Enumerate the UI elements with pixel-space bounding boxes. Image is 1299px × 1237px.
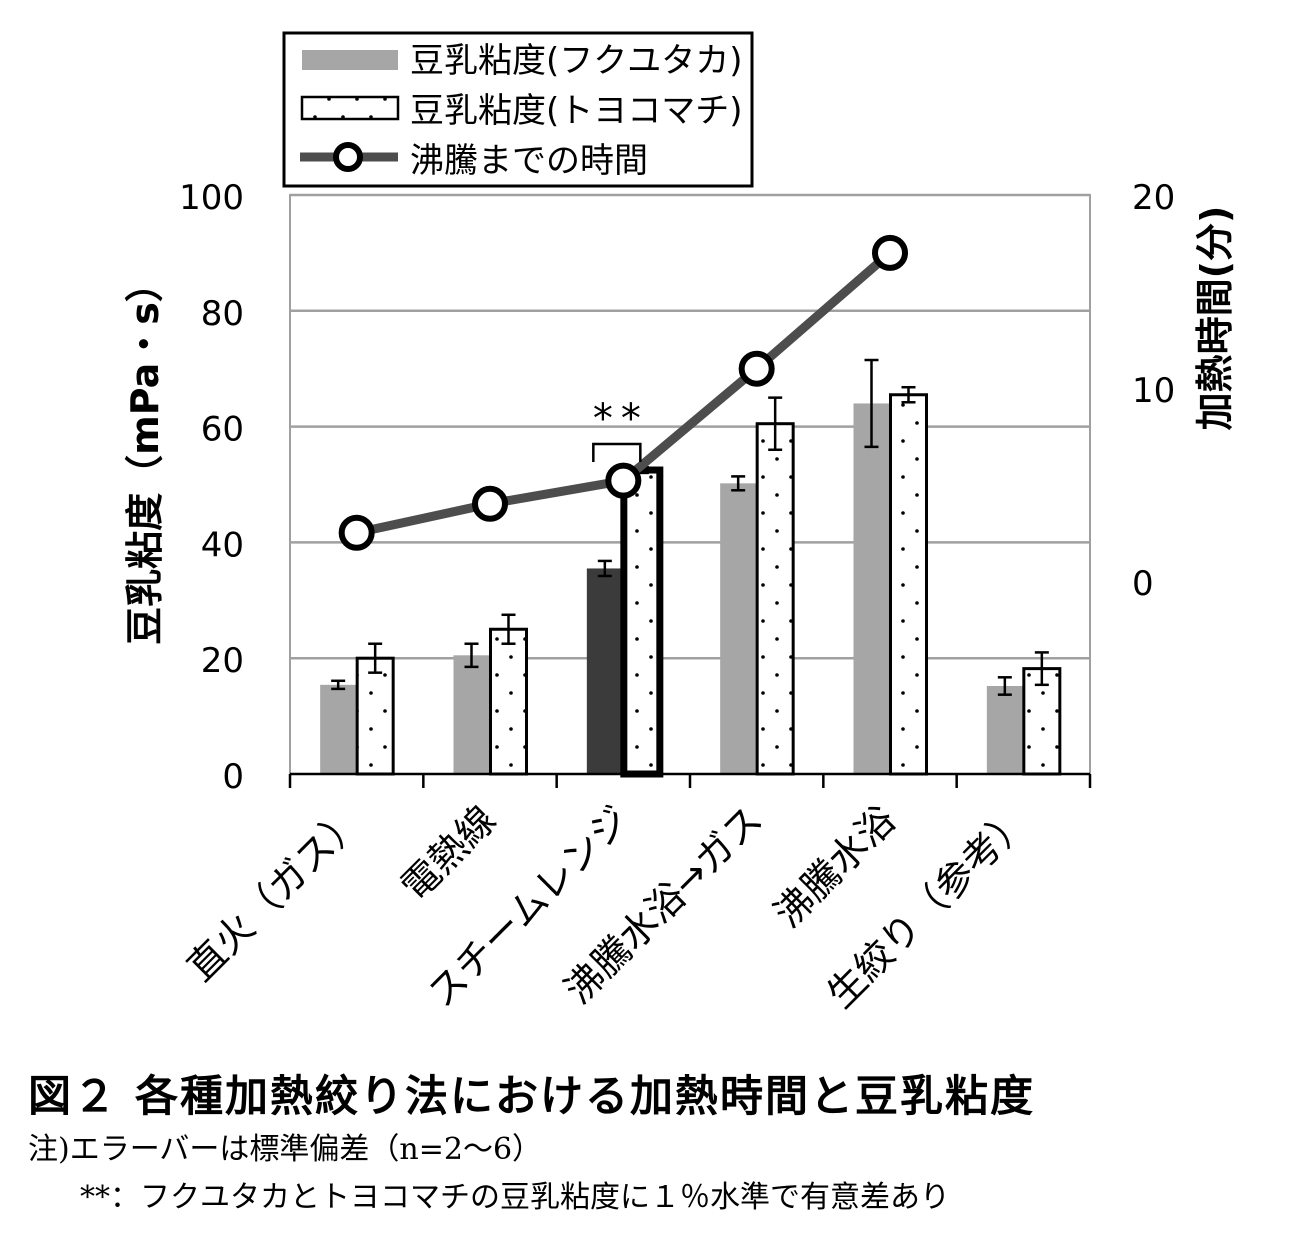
category-label: 直火（ガス）: [179, 797, 371, 989]
line-marker: [472, 485, 508, 522]
bar-fukuyutaka: [720, 483, 757, 774]
legend-swatch-toyokomachi: [300, 95, 400, 121]
significance-bracket: [592, 442, 642, 462]
bar-fukuyutaka: [320, 684, 357, 774]
legend-label: 沸騰までの時間: [410, 141, 648, 181]
legend: 豆乳粘度(フクユタカ) 豆乳粘度(トヨコマチ) 沸騰までの時間: [282, 31, 754, 188]
bar-toyokomachi: [489, 627, 528, 776]
y-right-axis-label: 加熱時間(分): [1193, 206, 1237, 431]
y-left-tick-label: 40: [201, 525, 244, 565]
y-left-tick-label: 20: [201, 641, 244, 681]
legend-label: 豆乳粘度(フクユタカ): [410, 41, 743, 81]
line-marker: [872, 234, 908, 271]
figure-note-significance: **：フクユタカとトヨコマチの豆乳粘度に１％水準で有意差あり: [80, 1180, 950, 1215]
bar-toyokomachi: [620, 466, 664, 778]
y-right-tick-label: 0: [1132, 564, 1154, 604]
gridlines: [289, 193, 1091, 775]
line-marker: [338, 514, 375, 551]
y-left-axis-label: 豆乳粘度（mPa・s）: [123, 264, 167, 645]
bars: [320, 393, 1062, 778]
y-left-tick-label: 80: [201, 294, 244, 334]
significance-label: **: [593, 396, 649, 442]
significance-marker: **: [592, 396, 649, 462]
bar-toyokomachi: [755, 422, 795, 776]
category-label: 沸騰水浴: [766, 797, 905, 936]
y-left-tick-label: 60: [201, 410, 244, 450]
line-series: [338, 234, 908, 551]
y-left-tick-label: 100: [179, 178, 244, 218]
legend-swatch-fukuyutaka: [302, 50, 398, 70]
line-marker: [738, 350, 775, 387]
chart: ** 0 20 40 60 80 100 0 10 20 直火（ガス） 電熱線スチームレンジ沸騰水…: [123, 31, 1237, 1016]
bar-fukuyutaka: [853, 403, 890, 774]
tick-labels: 0 20 40 60 80 100 0 10 20: [179, 178, 1175, 797]
axes: [288, 772, 1092, 788]
bar-fukuyutaka: [986, 685, 1023, 774]
bar-toyokomachi: [889, 393, 928, 776]
bar-fukuyutaka: [586, 568, 623, 774]
axis-labels: 豆乳粘度（mPa・s） 加熱時間(分): [123, 206, 1237, 645]
y-right-tick-label: 20: [1132, 178, 1175, 218]
y-right-tick-label: 10: [1132, 371, 1175, 411]
y-left-tick-label: 0: [222, 757, 244, 797]
line-marker: [605, 462, 642, 499]
bar-fukuyutaka: [453, 655, 490, 774]
error-bars: [331, 358, 1049, 696]
plot-area: [289, 194, 1091, 775]
figure-note-error-bars: 注)エラーバーは標準偏差（n=2～6）: [28, 1132, 543, 1167]
legend-swatch-marker: [333, 142, 363, 172]
bar-toyokomachi: [355, 656, 395, 776]
legend-label: 豆乳粘度(トヨコマチ): [410, 91, 743, 131]
category-label: 電熱線: [393, 797, 505, 909]
figure-caption-title: 図２ 各種加熱絞り法における加熱時間と豆乳粘度: [28, 1072, 1035, 1122]
